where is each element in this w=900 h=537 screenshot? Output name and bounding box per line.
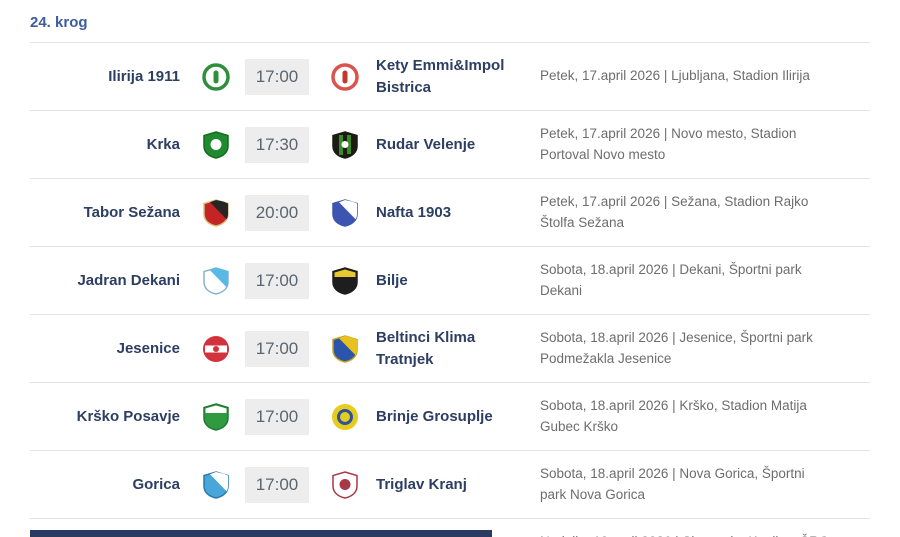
home-team-name[interactable]: Jadran Dekani [77,272,180,289]
home-team-name[interactable]: Krka [146,136,180,153]
away-team-crest-icon [331,403,359,431]
round-title: 24. krog [30,14,88,31]
kickoff-time[interactable]: 17:00 [245,58,309,95]
next-section-bar [30,530,492,537]
home-team-name[interactable]: Gorica [132,476,180,493]
home-team-crest-icon [202,62,230,91]
home-team-name[interactable]: Krško Posavje [76,408,180,425]
kickoff-time[interactable]: 17:30 [245,126,309,163]
kickoff-time[interactable]: 20:00 [245,194,309,231]
away-team-name[interactable]: Brinje Grosuplje [376,407,493,425]
match-venue-info: Sobota, 18.april 2026 | Dekani, Športni … [540,261,802,298]
away-team-name[interactable]: Triglav Kranj [376,475,467,493]
kickoff-time[interactable]: 17:00 [245,330,309,367]
away-team-name[interactable]: Bilje [376,271,408,289]
match-venue-info: Sobota, 18.april 2026 | Nova Gorica, Špo… [540,465,805,502]
match-row[interactable]: Gorica 17:00 Triglav Kranj Sobota, 18.april… [30,451,870,519]
home-team-name[interactable]: Ilirija 1911 [108,68,180,85]
away-team-crest-icon [331,334,359,363]
home-team-crest-icon [202,470,230,499]
match-venue-info: Sobota, 18.april 2026 | Jesenice, Športn… [540,329,813,366]
match-row[interactable]: Krka 17:30 Rudar Velenje Petek, 17.april 20… [30,111,870,179]
match-row[interactable]: Jesenice 17:00 Beltinci Klima Tratnjek Sobo… [30,315,870,383]
home-team-crest-icon [202,198,230,227]
home-team-crest-icon [202,402,230,431]
home-team-name[interactable]: Jesenice [116,340,180,357]
away-team-name[interactable]: Beltinci Klima Tratnjek [376,328,476,368]
away-team-name[interactable]: Nafta 1903 [376,203,452,221]
match-list: Ilirija 1911 17:00 Kety Emmi&Impol Bistric… [30,42,870,537]
kickoff-time[interactable]: 17:00 [245,466,309,503]
home-team-name[interactable]: Tabor Sežana [83,204,180,221]
match-venue-info: Petek, 17.april 2026 | Ljubljana, Stadio… [540,68,810,84]
kickoff-time[interactable]: 17:00 [245,398,309,435]
match-row[interactable]: Tabor Sežana 20:00 Nafta 1903 Petek, 17.apr… [30,179,870,247]
away-team-crest-icon [331,198,359,227]
away-team-name[interactable]: Kety Emmi&Impol Bistrica [376,56,505,96]
match-venue-info: Petek, 17.april 2026 | Sežana, Stadion R… [540,193,809,230]
match-row[interactable]: Jadran Dekani 17:00 Bilje Sobota, 18.april … [30,247,870,315]
away-team-crest-icon [331,470,359,499]
home-team-crest-icon [202,335,230,363]
match-row[interactable]: Krško Posavje 17:00 Brinje Grosuplje Sobota… [30,383,870,451]
away-team-name[interactable]: Rudar Velenje [376,135,476,153]
home-team-crest-icon [202,130,230,159]
home-team-crest-icon [202,266,230,295]
match-venue-info: Nedelja, 19.april 2026 | Slovenske Konji… [540,532,870,537]
away-team-crest-icon [331,266,359,295]
away-team-crest-icon [331,62,359,91]
match-row[interactable]: Ilirija 1911 17:00 Kety Emmi&Impol Bistric… [30,43,870,111]
match-venue-info: Sobota, 18.april 2026 | Krško, Stadion M… [540,397,807,434]
kickoff-time[interactable]: 17:00 [245,262,309,299]
away-team-crest-icon [331,130,359,159]
match-venue-info: Petek, 17.april 2026 | Novo mesto, Stadi… [540,125,797,162]
